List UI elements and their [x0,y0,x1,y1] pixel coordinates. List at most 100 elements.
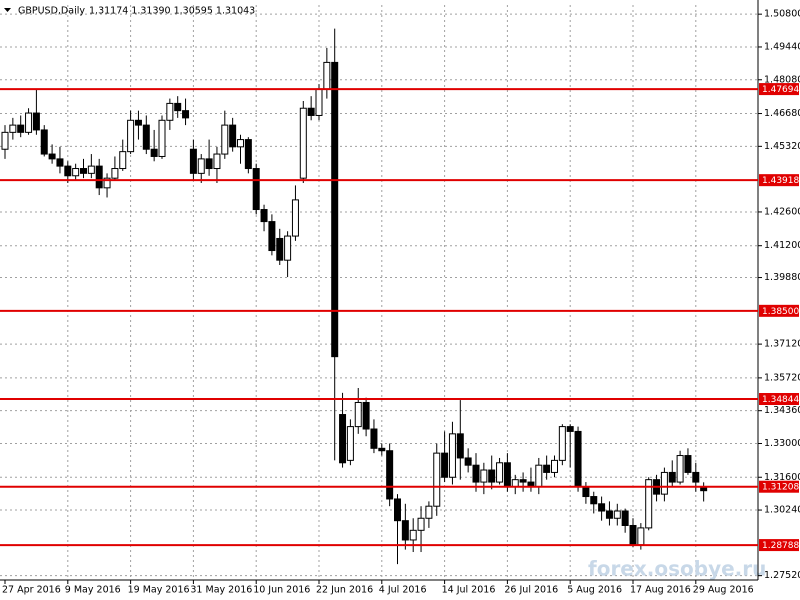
candle-body [590,496,598,505]
y-tick-label: 1.30240 [764,505,800,516]
candle-body [433,452,441,507]
candle-body [535,464,543,488]
x-tick-label: 10 Jun 2016 [253,585,310,596]
y-tick-label: 1.31600 [764,472,800,483]
candle-body [566,426,574,432]
candle-body [111,168,119,179]
candle-body [441,452,449,478]
candle-body [237,139,244,148]
candle-body [205,158,213,170]
candle-body [582,486,590,498]
quote: 1.31174 1.31390 1.30595 1.31043 [89,6,255,17]
candle-body [25,112,33,133]
y-tick-label: 1.45320 [764,141,800,152]
candle-body [64,165,72,177]
level-label-box [759,83,799,96]
candle-body [182,110,190,119]
candle-body [394,498,401,522]
menu-arrow [4,8,11,12]
candle-body [386,450,394,500]
x-tick-label: 22 Jun 2016 [316,585,373,596]
candle-body [551,459,558,473]
candle-body [676,455,684,483]
candle-body [362,401,370,430]
candle-body [409,529,417,541]
x-tick-label: 14 Jul 2016 [442,585,496,596]
candle-body [574,430,582,488]
candle-body [127,119,135,153]
candle-body [197,158,205,174]
x-tick-label: 31 May 2016 [190,585,252,596]
x-tick-label: 19 May 2016 [128,585,190,596]
candle-body [692,471,700,483]
y-tick-label: 1.49440 [764,41,800,52]
candle-body [456,433,464,459]
level-label: 1.47694 [762,85,799,95]
level-label: 1.34844 [762,395,799,405]
y-tick-label: 1.33000 [764,438,800,449]
candle-body [425,505,433,519]
level-label-box [759,304,799,317]
candle-body [95,165,103,189]
candle-body [346,426,354,461]
y-tick-label: 1.34360 [764,405,800,416]
level-label: 1.38500 [762,307,799,317]
candle-body [268,221,276,252]
x-tick-label: 27 Apr 2016 [2,585,61,596]
candle-body [331,61,339,358]
candle-body [17,124,25,133]
candle-body [260,209,268,223]
y-tick-label: 1.41200 [764,240,800,251]
candle-body [472,464,480,483]
candle-body [134,119,142,126]
candle-body [660,471,668,495]
candle-body [323,61,331,90]
candle-body [40,129,48,155]
candle-body [621,510,629,526]
level-label-box [759,393,799,406]
y-tick-label: 1.35720 [764,372,800,383]
candle-body [645,479,653,529]
y-tick-label: 1.50800 [764,9,800,20]
candle-body [1,131,9,150]
candle-body [488,469,496,483]
candle-body [519,479,527,483]
candle-body [32,112,40,131]
candle-body [150,148,158,157]
y-tick-label: 1.48080 [764,74,800,85]
level-label-box [759,480,799,493]
x-tick-label: 17 Aug 2016 [630,585,691,596]
candle-body [684,455,692,473]
candle-body [166,102,174,121]
y-tick-label: 1.46680 [764,108,800,119]
x-tick-label: 4 Jul 2016 [379,585,427,596]
x-tick-label: 29 Aug 2016 [693,585,754,596]
candle-body [613,510,621,519]
candle-body [370,428,378,449]
level-label: 1.43918 [762,176,799,186]
symbol: GBPUSD,Daily [18,6,85,17]
x-tick-label: 5 Aug 2016 [567,585,622,596]
candle-body [284,235,292,261]
y-tick-label: 1.27520 [764,570,800,581]
candle-body [605,510,613,519]
y-tick-label: 1.42600 [764,206,800,217]
level-label: 1.28788 [762,541,799,551]
y-tick-label: 1.37120 [764,339,800,350]
candle-body [307,107,315,116]
candle-body [72,168,80,177]
candle-body [56,158,64,167]
candle-body [354,401,362,428]
candle-body [142,124,150,150]
candle-body [213,153,221,170]
candle-body [48,153,56,160]
level-label-box [759,174,799,187]
x-tick-label: 9 May 2016 [65,585,121,596]
candle-body [417,517,425,531]
candle-body [119,151,127,170]
candle-body [401,520,409,541]
candle-body [229,124,237,148]
candle-body [158,119,166,157]
candle-body [103,177,111,189]
